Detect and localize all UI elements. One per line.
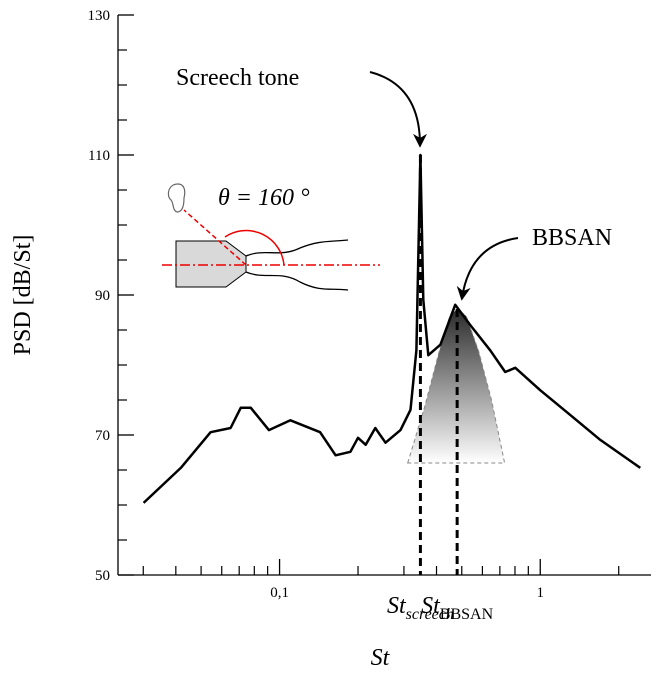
y-tick-label: 130 bbox=[88, 8, 111, 24]
y-tick-label: 70 bbox=[95, 428, 110, 444]
screech-annotation: Screech tone bbox=[176, 65, 299, 91]
marker-label-base: St bbox=[387, 593, 407, 619]
marker-label-sub: BBSAN bbox=[440, 606, 494, 623]
screech-arrow bbox=[369, 71, 427, 148]
marker-label-sub: screech bbox=[406, 606, 454, 623]
marker-label-base: St bbox=[421, 593, 441, 619]
y-tick-label: 110 bbox=[88, 148, 110, 164]
y-tick-label: 50 bbox=[95, 568, 110, 584]
x-axis-label: St bbox=[371, 645, 391, 671]
x-tick-label: 0,1 bbox=[270, 585, 289, 601]
bbsan-annotation: BBSAN bbox=[532, 225, 612, 251]
x-tick-label: 1 bbox=[536, 585, 544, 601]
marker-label: StBBSAN bbox=[421, 593, 493, 623]
marker-label: Stscreech bbox=[387, 593, 454, 623]
bbsan-arrow bbox=[456, 237, 519, 301]
nozzle-diagram bbox=[162, 183, 380, 291]
line-series bbox=[142, 153, 642, 504]
y-axis-label: PSD [dB/St] bbox=[10, 235, 36, 356]
y-tick-label: 90 bbox=[95, 288, 110, 304]
angle-annotation: θ = 160 ° bbox=[218, 185, 310, 211]
